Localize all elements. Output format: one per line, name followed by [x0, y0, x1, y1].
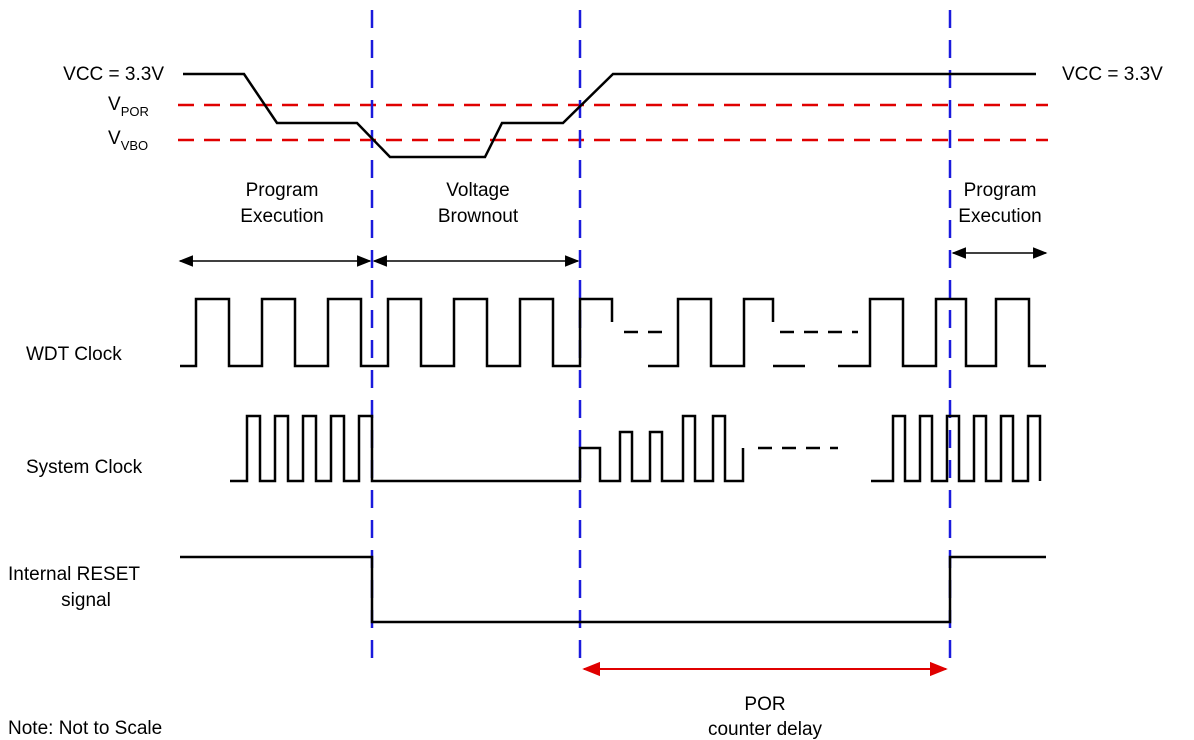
vpor-label: VPOR: [108, 94, 149, 119]
wdt-clock-label: WDT Clock: [26, 344, 122, 365]
reset-signal-label-line1: Internal RESET: [8, 564, 140, 585]
vvbo-label: VVBO: [108, 128, 148, 153]
por-counter-delay-label-line2: counter delay: [708, 719, 823, 740]
program-execution-right-label-line2: Execution: [958, 206, 1041, 227]
vcc-left-label: VCC = 3.3V: [63, 64, 164, 85]
system-clock-waveform-seg2: [871, 414, 1042, 483]
system-clock-waveform-seg1: [230, 414, 745, 483]
vcc-waveform: [183, 72, 1036, 159]
wdt-clock-waveform-seg1: [180, 297, 614, 368]
program-execution-right-label-line1: Program: [964, 180, 1037, 201]
wdt-clock-waveform-seg2: [648, 297, 775, 368]
program-execution-left-label-line2: Execution: [240, 206, 323, 227]
reset-signal-waveform: [180, 555, 1046, 624]
wdt-clock-waveform-seg4: [838, 297, 1046, 368]
voltage-brownout-label-line1: Voltage: [446, 180, 509, 201]
reset-signal-label-line2: signal: [61, 590, 111, 611]
voltage-brownout-label-line2: Brownout: [438, 206, 519, 227]
vcc-right-label: VCC = 3.3V: [1062, 64, 1163, 85]
scale-note: Note: Not to Scale: [8, 718, 162, 739]
por-counter-delay-label-line1: POR: [744, 694, 785, 715]
program-execution-left-label-line1: Program: [246, 180, 319, 201]
system-clock-label: System Clock: [26, 457, 143, 478]
